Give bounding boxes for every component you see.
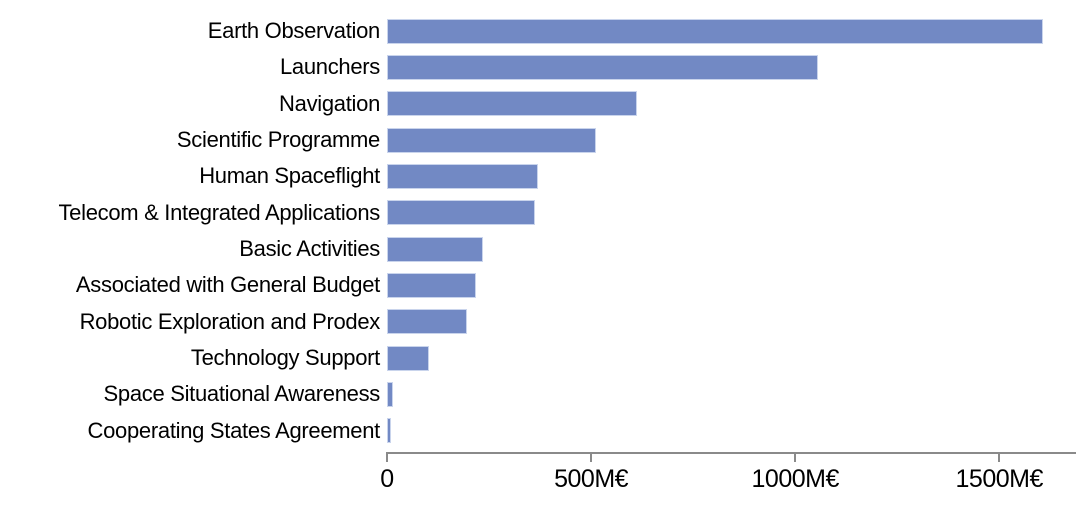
chart-row: Basic Activities [0, 231, 1088, 267]
chart-row: Telecom & Integrated Applications [0, 195, 1088, 231]
bar-track [387, 91, 1088, 117]
category-label: Navigation [279, 90, 380, 116]
bar-track [387, 345, 1088, 371]
bar-track [387, 127, 1088, 153]
bar-track [387, 272, 1088, 298]
bar-track [387, 309, 1088, 335]
category-label: Robotic Exploration and Prodex [79, 308, 381, 334]
x-axis-tick [794, 451, 797, 462]
chart-row: Launchers [0, 49, 1088, 85]
category-label: Earth Observation [207, 18, 381, 44]
x-axis-tick-label: 1000M€ [751, 464, 840, 493]
chart-row: Technology Support [0, 340, 1088, 376]
category-label: Technology Support [190, 345, 380, 371]
x-axis-tick-label: 0 [380, 464, 394, 493]
bar-track [387, 381, 1088, 407]
category-label: Scientific Programme [176, 127, 380, 153]
bar [387, 54, 818, 80]
chart-row: Space Situational Awareness [0, 376, 1088, 412]
bar [387, 200, 536, 226]
bar [387, 236, 483, 262]
bar [387, 381, 394, 407]
chart-row: Associated with General Budget [0, 267, 1088, 303]
bar [387, 18, 1044, 44]
category-label: Basic Activities [239, 236, 380, 262]
chart-row: Robotic Exploration and Prodex [0, 304, 1088, 340]
bar [387, 309, 467, 335]
category-label: Associated with General Budget [75, 272, 380, 298]
bar-track [387, 54, 1088, 80]
bar-track [387, 418, 1088, 444]
x-axis-tick [590, 451, 593, 462]
chart-rows: Earth Observation Launchers Navigation Scie… [0, 13, 1088, 449]
bar [387, 272, 476, 298]
category-label: Cooperating States Agreement [87, 417, 381, 443]
chart-row: Navigation [0, 86, 1088, 122]
x-axis-tick [386, 451, 388, 462]
category-label: Telecom & Integrated Applications [58, 199, 380, 225]
bar [387, 163, 538, 189]
chart-row: Human Spaceflight [0, 158, 1088, 194]
x-axis-tick-label: 500M€ [554, 464, 629, 493]
bar [387, 91, 637, 117]
bar-track [387, 18, 1088, 44]
chart-row: Cooperating States Agreement [0, 413, 1088, 449]
bar-track [387, 200, 1088, 226]
x-axis: 0 500M€ 1000M€ 1500M€ [380, 451, 1088, 507]
chart-row: Scientific Programme [0, 122, 1088, 158]
category-label: Space Situational Awareness [103, 381, 381, 407]
x-axis-line [387, 451, 1076, 454]
chart-row: Earth Observation [0, 13, 1088, 49]
x-axis-tick-label: 1500M€ [955, 464, 1044, 493]
bar [387, 345, 429, 371]
x-axis-tick [998, 451, 1001, 462]
category-label: Human Spaceflight [199, 163, 380, 189]
bar [387, 418, 391, 444]
bar-track [387, 236, 1088, 262]
bar-track [387, 163, 1088, 189]
bar [387, 127, 597, 153]
category-label: Launchers [279, 54, 380, 80]
